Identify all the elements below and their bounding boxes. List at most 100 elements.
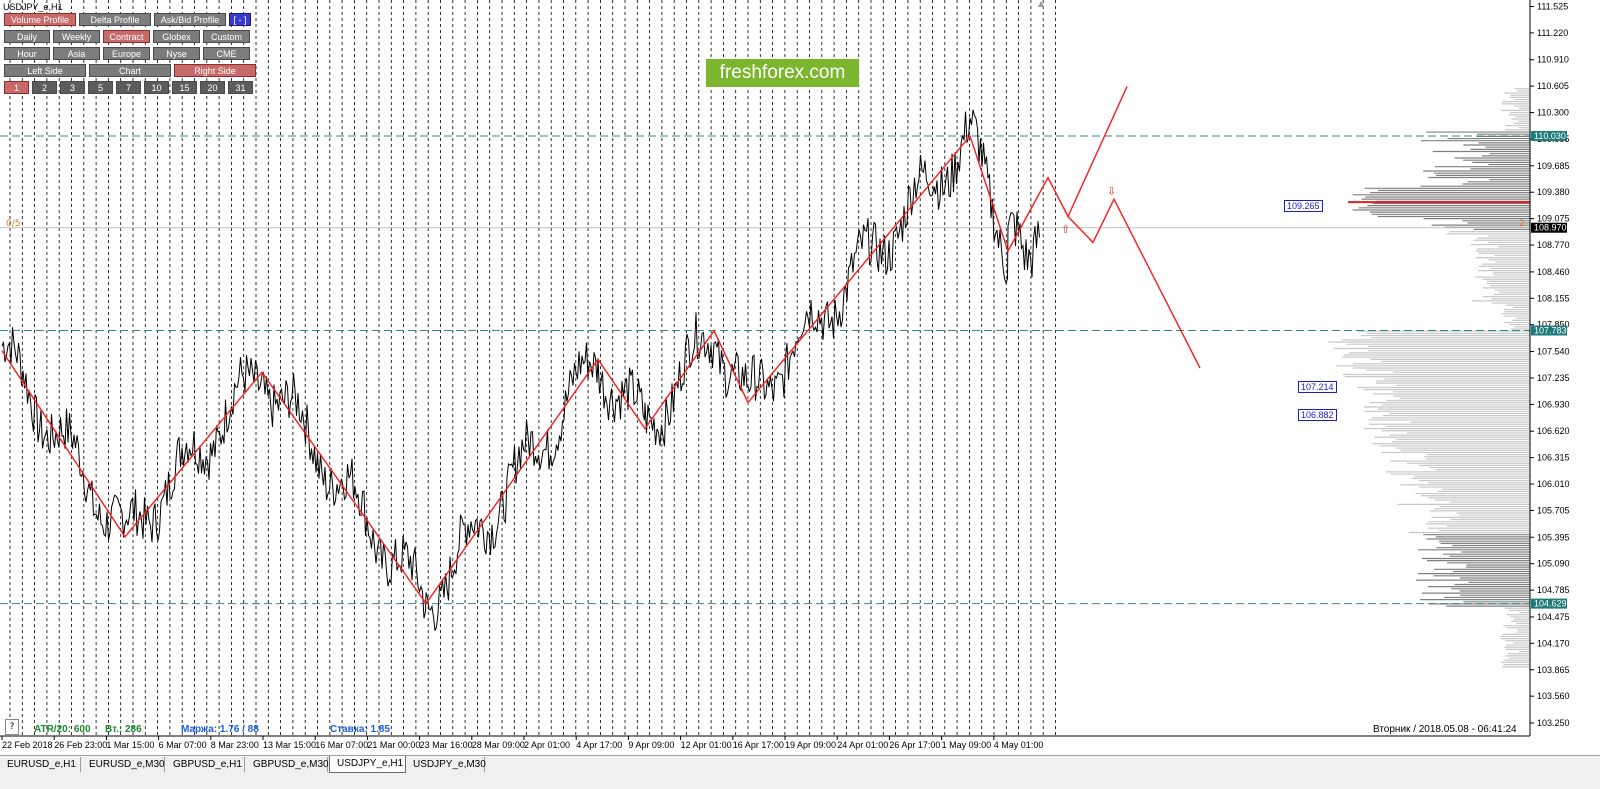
panel-button-20[interactable]: 20 [200, 81, 225, 94]
panel-button-delta-profile[interactable]: Delta Profile [79, 13, 151, 26]
profile-level-label: 107.214 [1298, 381, 1337, 393]
atr-status: ATR/20: 600 [34, 724, 91, 735]
price-tick-label: 103.250 [1537, 718, 1570, 728]
price-tick-label: 109.075 [1537, 214, 1570, 224]
panel-button-left-side[interactable]: Left Side [4, 64, 86, 77]
session-row: Hour Asia Europe Nyse CME [4, 47, 258, 60]
panel-button-3[interactable]: 3 [60, 81, 85, 94]
price-tick-label: 111.220 [1537, 28, 1568, 38]
time-tick-label: 8 Mar 23:00 [211, 740, 259, 750]
time-tick-label: 16 Apr 17:00 [733, 740, 784, 750]
price-tick-label: 111.525 [1537, 1, 1568, 11]
price-tick-label: 105.090 [1537, 559, 1570, 569]
panel-button-[interactable]: [ - ] [229, 13, 251, 26]
price-tick-label: 108.460 [1537, 267, 1570, 277]
price-highlight-box [1531, 325, 1567, 336]
chart-title: USDJPY_e,H1 [3, 2, 63, 12]
panel-button-31[interactable]: 31 [228, 81, 253, 94]
down-arrow-icon: ⇩ [1107, 185, 1116, 198]
time-tick-label: 16 Mar 07:00 [315, 740, 368, 750]
horizontal-levels [0, 135, 1530, 605]
panel-button-5[interactable]: 5 [88, 81, 113, 94]
panel-button-europe[interactable]: Europe [103, 47, 150, 60]
price-tick-label: 104.475 [1537, 612, 1570, 622]
price-tick-label: 107.540 [1537, 347, 1570, 357]
panel-button-nyse[interactable]: Nyse [153, 47, 200, 60]
price-line [1, 109, 1040, 631]
time-tick-label: 9 Apr 09:00 [628, 740, 674, 750]
panel-button-1[interactable]: 1 [4, 81, 29, 94]
panel-button-contract[interactable]: Contract [103, 30, 150, 43]
price-tick-label: 106.620 [1537, 426, 1570, 436]
chart-tab[interactable]: EURUSD_e,M30 [82, 757, 165, 772]
vt-status: Вт.: 286 [105, 724, 142, 735]
freshforex-logo: freshforex.com [706, 59, 859, 87]
price-tick-label: 108.155 [1537, 293, 1570, 303]
price-highlight-label: 108.970 [1534, 223, 1567, 233]
chart-tab[interactable]: EURUSD_e,H1 [0, 757, 81, 772]
panel-button-weekly[interactable]: Weekly [53, 30, 100, 43]
time-axis: 22 Feb 2018 26 Feb 23:00 1 Mar 15:00 6 Mar … [1, 736, 1044, 750]
panel-button-10[interactable]: 10 [144, 81, 169, 94]
panel-button-2[interactable]: 2 [32, 81, 57, 94]
panel-button-right-side[interactable]: Right Side [174, 64, 256, 77]
time-tick-label: 4 Apr 17:00 [576, 740, 622, 750]
price-highlight-label: 107.783 [1534, 326, 1567, 336]
price-tick-label: 110.605 [1537, 81, 1569, 91]
panel-button-globex[interactable]: Globex [153, 30, 200, 43]
panel-button-asia[interactable]: Asia [53, 47, 100, 60]
zigzag-lines [1, 86, 1201, 605]
panel-button-15[interactable]: 15 [172, 81, 197, 94]
price-tick-label: 104.170 [1537, 638, 1570, 648]
time-tick-label: 6 Mar 07:00 [159, 740, 207, 750]
volume-profile [1328, 88, 1530, 668]
price-highlight-label: 104.629 [1534, 599, 1567, 609]
price-tick-label: 106.315 [1537, 453, 1570, 463]
panel-button-custom[interactable]: Custom [203, 30, 250, 43]
price-highlight-box [1531, 130, 1567, 141]
profile-level-label: 109.265 [1284, 200, 1323, 212]
price-tick-label: 103.560 [1537, 691, 1570, 701]
help-button[interactable]: ? [5, 719, 19, 735]
price-tick-label: 104.785 [1537, 585, 1570, 595]
price-highlight-label: 110.030 [1534, 131, 1566, 141]
price-tick-label: 110.300 [1537, 108, 1569, 118]
chart-tab[interactable]: GBPUSD_e,H1 [166, 757, 245, 772]
price-tick-label: 110.910 [1537, 55, 1569, 65]
time-tick-label: 12 Apr 01:00 [681, 740, 732, 750]
time-tick-label: 24 Apr 01:00 [837, 740, 888, 750]
chart-background [0, 0, 1530, 736]
price-tick-label: 107.850 [1537, 320, 1570, 330]
forecast-up-line [1007, 86, 1128, 252]
panel-button-cme[interactable]: CME [203, 47, 250, 60]
server-datetime: Вторник / 2018.05.08 - 06:41:24 [1373, 724, 1517, 735]
price-tick-label: 103.865 [1537, 665, 1570, 675]
price-tick-label: 109.380 [1537, 187, 1570, 197]
price-tick-label: 105.395 [1537, 532, 1570, 542]
chart-tab[interactable]: GBPUSD_e,M30 [246, 757, 329, 772]
profile-type-row: Volume Profile Delta Profile Ask/Bid Profi… [4, 13, 258, 26]
panel-button-ask-bid-profile[interactable]: Ask/Bid Profile [154, 13, 226, 26]
up-arrow-icon: ⇧ [1061, 223, 1070, 236]
panel-button-7[interactable]: 7 [116, 81, 141, 94]
chart-tab[interactable]: USDJPY_e,H1 [329, 756, 406, 773]
time-tick-label: 4 May 01:00 [994, 740, 1044, 750]
price-highlight-box [1531, 598, 1567, 609]
time-tick-label: 26 Feb 23:00 [54, 740, 107, 750]
chart-tab[interactable]: USDJPY_e,M30 [406, 757, 486, 772]
price-tick-label: 105.705 [1537, 505, 1570, 515]
price-series [1, 109, 1040, 631]
panel-button-chart[interactable]: Chart [89, 64, 171, 77]
time-tick-label: 19 Apr 09:00 [785, 740, 836, 750]
time-tick-label: 22 Feb 2018 [2, 740, 53, 750]
time-tick-label: 21 Mar 00:00 [367, 740, 420, 750]
time-tick-label: 1 May 09:00 [942, 740, 992, 750]
panel-button-hour[interactable]: Hour [4, 47, 50, 60]
time-tick-label: 26 Apr 17:00 [889, 740, 940, 750]
panel-button-volume-profile[interactable]: Volume Profile [4, 13, 76, 26]
profile-level-label: 106.882 [1298, 409, 1337, 421]
zigzag-line [1, 134, 1009, 605]
panel-button-daily[interactable]: Daily [4, 30, 50, 43]
price-tick-label: 108.770 [1537, 240, 1570, 250]
